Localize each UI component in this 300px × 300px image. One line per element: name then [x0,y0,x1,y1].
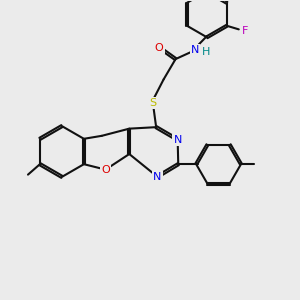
Text: N: N [153,172,161,182]
Text: N: N [173,135,182,145]
Text: H: H [202,47,211,57]
Text: O: O [155,43,164,53]
Text: O: O [101,165,110,175]
Text: F: F [242,26,248,36]
Text: N: N [191,45,199,55]
Text: S: S [150,98,157,108]
